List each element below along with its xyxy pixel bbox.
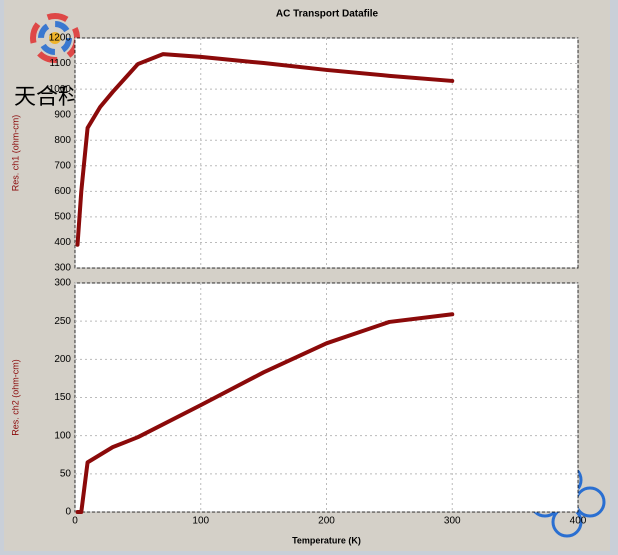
data-line	[75, 52, 455, 247]
y-tick-label: 900	[54, 109, 71, 120]
y-tick-label: 250	[54, 316, 71, 327]
y-tick-label: 1200	[49, 33, 72, 44]
data-line	[75, 312, 455, 514]
y-tick-label: 800	[54, 135, 71, 146]
x-axis-label: Temperature (K)	[292, 535, 361, 545]
y-tick-label: 400	[54, 237, 71, 248]
y-tick-label: 50	[60, 468, 72, 479]
x-tick-label: 0	[72, 516, 78, 527]
x-tick-label: 200	[318, 516, 335, 527]
y-tick-label: 1000	[49, 84, 72, 95]
y-tick-label: 100	[54, 430, 71, 441]
y-tick-label: 1100	[49, 58, 71, 69]
y-tick-label: 500	[54, 212, 71, 223]
y-axis-label: Res. ch2 (ohm-cm)	[10, 359, 20, 436]
y-tick-label: 200	[54, 354, 71, 365]
y-axis-label: Res. ch1 (ohm-cm)	[10, 115, 20, 192]
y-tick-label: 150	[54, 392, 71, 403]
y-tick-label: 0	[65, 507, 71, 518]
y-tick-label: 300	[54, 263, 71, 274]
y-tick-label: 700	[54, 160, 71, 171]
y-tick-label: 600	[54, 186, 71, 197]
x-tick-label: 300	[444, 516, 461, 527]
y-tick-label: 300	[54, 278, 71, 289]
chart-title: AC Transport Datafile	[276, 9, 379, 20]
x-tick-label: 100	[192, 516, 209, 527]
x-tick-label: 400	[570, 516, 587, 527]
